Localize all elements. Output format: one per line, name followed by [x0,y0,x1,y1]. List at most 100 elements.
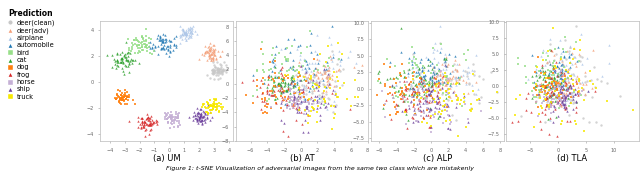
Point [285,76,296,79]
Point [314,82,324,84]
Point [312,57,323,60]
Point [211,109,221,111]
Point [308,81,318,84]
Point [257,112,268,114]
Point [561,94,572,97]
Point [403,72,413,74]
Point [287,68,297,71]
Point [543,76,554,79]
Point [546,87,556,90]
Point [211,106,221,109]
Point [289,94,300,96]
Point [439,100,449,103]
Point [196,115,207,118]
Point [293,109,303,112]
Point [280,59,291,61]
Point [307,102,317,105]
Point [122,65,132,68]
Point [288,100,298,102]
Point [241,93,252,96]
Point [407,95,417,98]
Point [399,98,410,101]
Point [166,115,176,118]
Point [280,103,290,105]
Point [560,106,570,109]
Point [208,55,218,58]
Point [557,78,567,80]
Point [288,105,298,108]
Point [120,95,130,97]
Point [426,68,436,71]
Point [545,95,556,98]
Point [279,99,289,102]
Point [139,40,149,43]
Point [270,60,280,63]
Point [543,77,553,79]
Point [204,42,214,45]
Point [432,63,442,66]
Point [408,87,419,89]
Point [185,31,195,34]
Point [270,52,280,55]
Point [107,53,117,56]
Point [425,81,435,84]
Point [550,100,561,103]
Point [199,103,209,106]
Point [158,40,168,42]
Point [166,122,177,125]
Point [409,87,419,90]
Point [442,87,452,90]
Point [262,111,273,114]
Point [435,73,445,76]
Point [557,59,567,61]
Point [180,37,190,40]
Point [203,107,213,109]
Point [289,100,299,103]
Point [110,62,120,65]
Point [194,111,204,114]
Point [314,68,324,71]
Point [415,80,426,82]
Point [267,94,277,96]
Point [301,107,311,110]
Point [166,115,177,118]
Point [211,57,221,59]
Point [116,92,127,94]
Point [307,85,317,88]
Point [433,84,444,86]
Point [287,80,297,82]
Point [431,101,442,104]
Point [546,106,556,108]
Point [261,102,271,105]
Point [145,46,156,49]
Point [458,96,468,99]
Point [454,63,464,66]
Point [507,121,517,124]
Point [541,84,551,86]
Point [147,45,157,48]
Point [285,65,295,68]
Point [139,121,149,123]
Point [329,100,339,102]
Point [408,52,419,55]
Point [404,105,414,107]
Point [433,97,443,100]
Point [407,59,417,62]
Point [452,99,462,101]
Point [412,96,422,99]
Point [195,108,205,111]
Point [206,46,216,48]
Point [428,98,438,100]
Point [295,74,305,76]
Point [446,78,456,81]
Point [177,38,188,41]
Point [440,64,450,67]
Point [275,83,285,86]
Point [132,126,143,129]
Point [426,124,436,127]
Point [544,107,554,110]
Point [552,75,563,78]
Point [316,94,326,97]
Point [453,81,463,83]
Point [421,100,431,103]
